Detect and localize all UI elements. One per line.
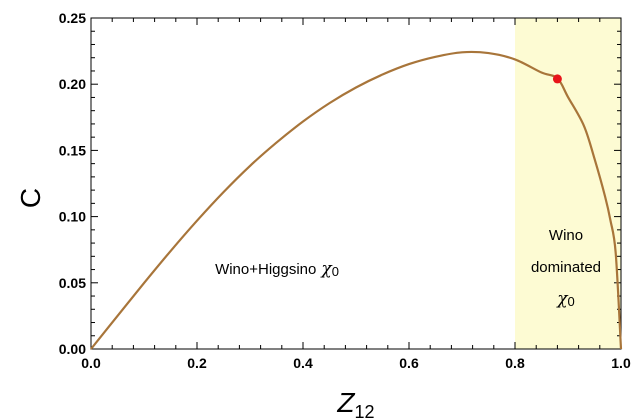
annotation-left: Wino+Higgsino χ0: [215, 259, 339, 279]
y-tick-label: 0.05: [59, 275, 86, 291]
x-tick-label: 0.8: [505, 355, 525, 371]
annotation-right-chi: χ: [556, 289, 569, 309]
annotation-left-chi-sub: 0: [332, 264, 339, 279]
x-tick-label: 0.2: [187, 355, 207, 371]
y-tick-label: 0.10: [59, 209, 86, 225]
x-axis-label-sub: 12: [355, 402, 375, 418]
highlight-region: [515, 18, 621, 349]
series-line: [90, 50, 623, 350]
y-tick-label: 0.25: [59, 10, 86, 26]
x-axis-label-main: Z: [336, 387, 355, 418]
annotation-right-line2: dominated: [531, 259, 601, 276]
annotation-right-line1: Wino: [549, 227, 583, 244]
y-tick-label: 0.20: [59, 76, 86, 92]
x-tick-label: 0.6: [399, 355, 419, 371]
y-axis-label: C: [15, 188, 46, 208]
annotation-left-chi: χ: [320, 259, 333, 279]
x-tick-label: 0.0: [81, 355, 101, 371]
marker-point: [552, 74, 562, 84]
annotation-right-line3: χ0: [556, 289, 575, 309]
y-tick-label: 0.15: [59, 142, 86, 158]
tick-labels: 0.0 0.2 0.4 0.6 0.8 1.0 0.00 0.05 0.10 0.15 0.20 0.…: [59, 10, 631, 371]
plot-frame: [90, 17, 622, 350]
y-tick-label: 0.00: [59, 341, 86, 357]
x-tick-label: 1.0: [611, 355, 631, 371]
x-tick-label: 0.4: [293, 355, 313, 371]
x-axis-label: Z12: [336, 387, 374, 418]
annotation-left-text: Wino+Higgsino: [215, 261, 316, 278]
annotation-right-chi-sub: 0: [568, 294, 575, 309]
